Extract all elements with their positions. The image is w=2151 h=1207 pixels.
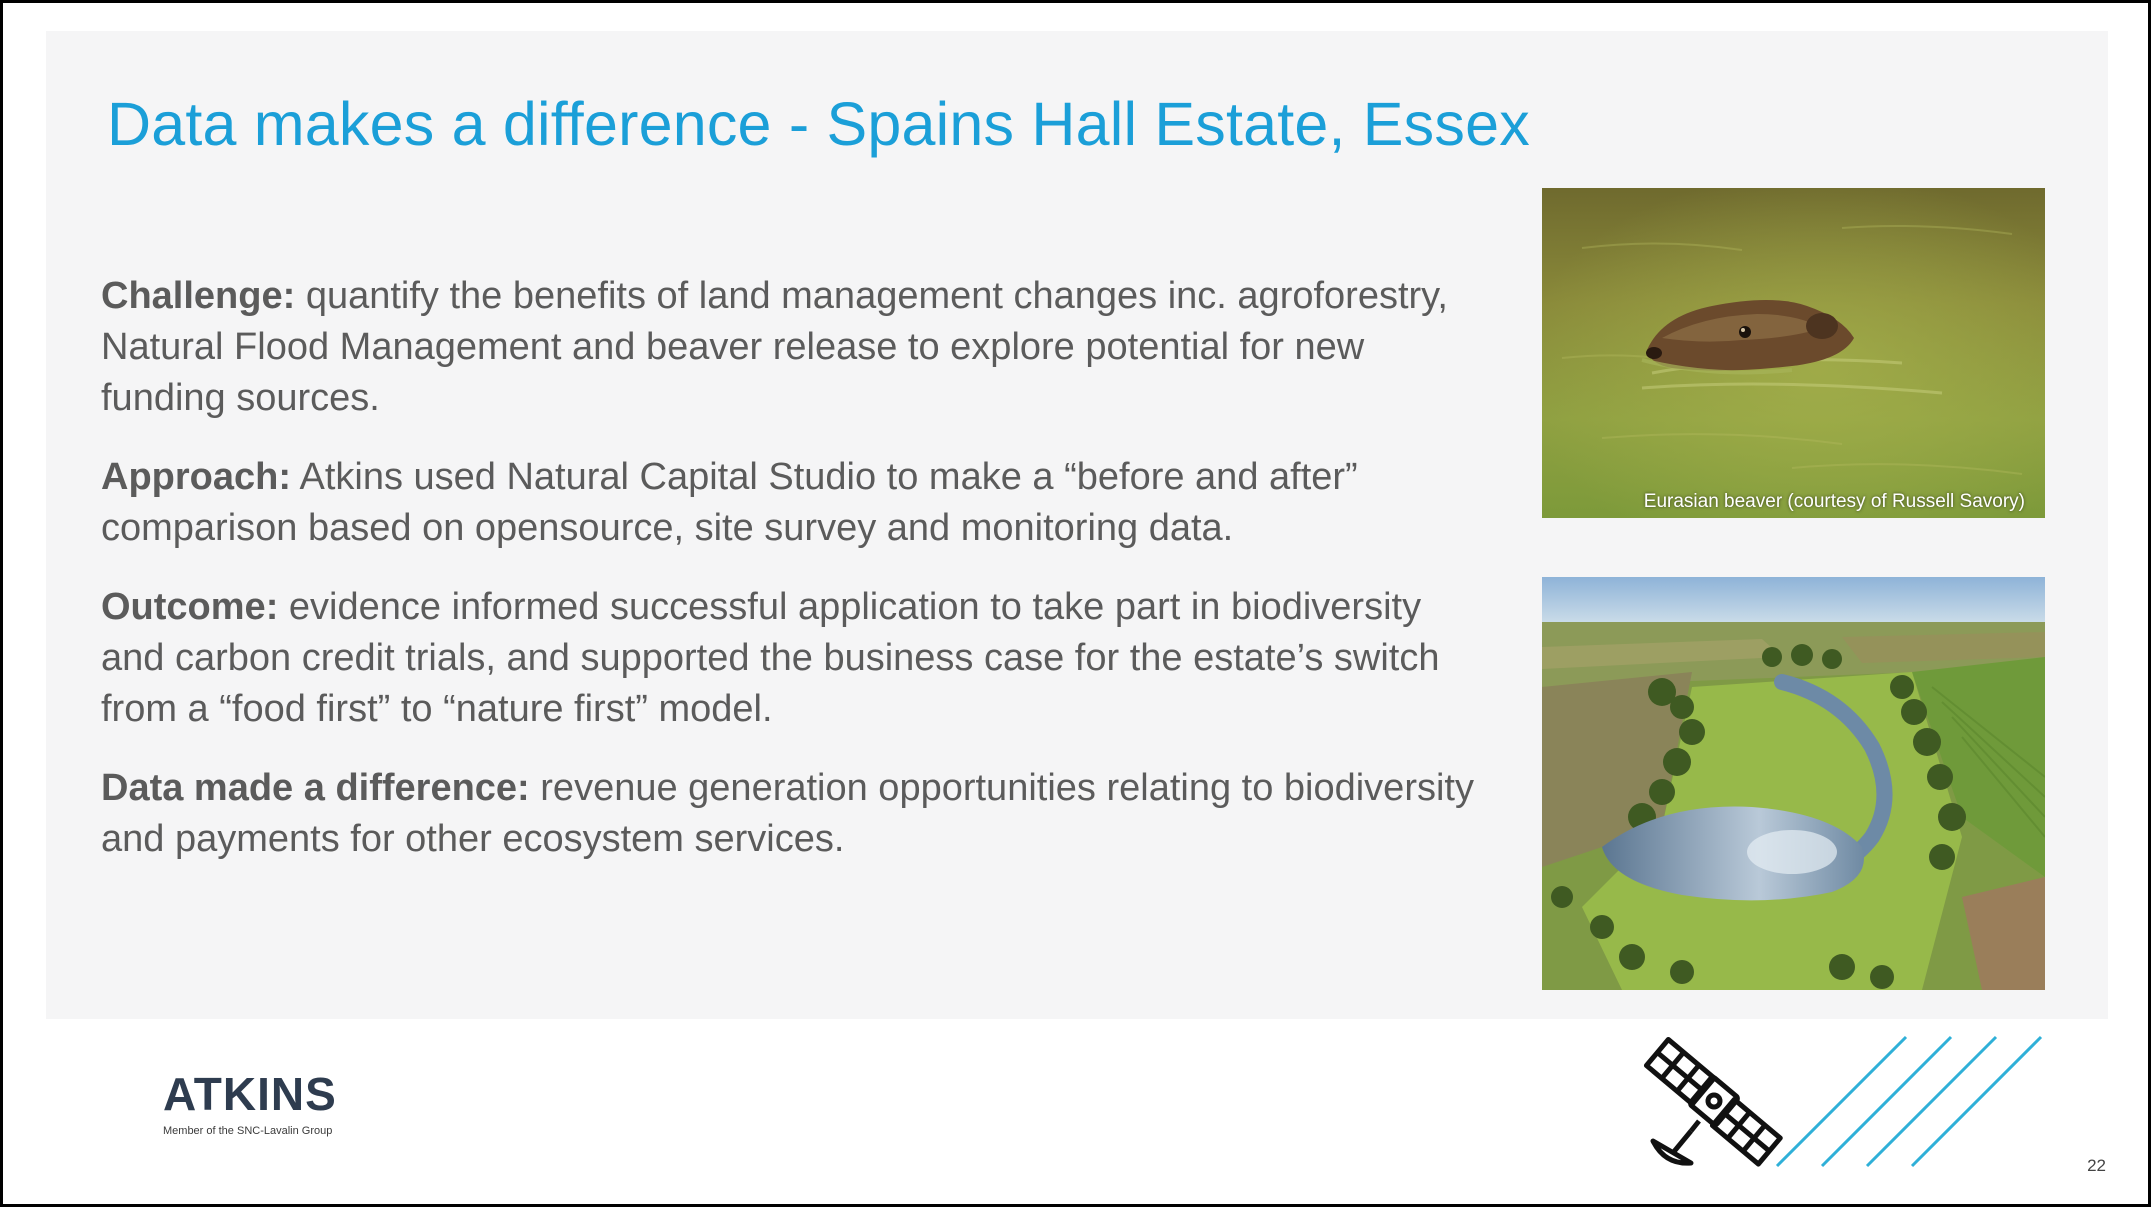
paragraph-outcome: Outcome: evidence informed successful ap…	[101, 582, 1481, 735]
paragraph-approach: Approach: Atkins used Natural Capital St…	[101, 452, 1481, 554]
paragraph-label: Challenge:	[101, 275, 296, 317]
paragraph-challenge: Challenge: quantify the benefits of land…	[101, 271, 1481, 424]
paragraph-text: Atkins used Natural Capital Studio to ma…	[101, 456, 1358, 549]
diagonal-lines-decoration	[1775, 1035, 2043, 1168]
paragraph-text: revenue generation opportunities relatin…	[101, 767, 1474, 860]
paragraph-text: quantify the benefits of land management…	[101, 275, 1448, 419]
slide-title: Data makes a difference - Spains Hall Es…	[107, 90, 1530, 158]
paragraph-text: evidence informed successful application…	[101, 586, 1440, 730]
aerial-landscape-illustration	[1542, 577, 2045, 990]
slide: Data makes a difference - Spains Hall Es…	[3, 3, 2148, 1204]
satellite-icon	[1643, 1036, 1783, 1167]
paragraph-label: Outcome:	[101, 586, 279, 628]
logo-tagline: Member of the SNC-Lavalin Group	[163, 1125, 333, 1137]
beaver-photo-caption: Eurasian beaver (courtesy of Russell Sav…	[1643, 491, 2025, 512]
body-text: Challenge: quantify the benefits of land…	[101, 271, 1481, 893]
paragraph-label: Data made a difference:	[101, 767, 530, 809]
beaver-illustration	[1542, 188, 2045, 518]
aerial-landscape-photo	[1542, 577, 2045, 990]
paragraph-label: Approach:	[101, 456, 291, 498]
atkins-logo: ATKINS Member of the SNC-Lavalin Group	[163, 1071, 337, 1137]
paragraph-data-made-a-difference: Data made a difference: revenue generati…	[101, 763, 1481, 865]
page-number: 22	[2087, 1156, 2106, 1175]
logo-wordmark: ATKINS	[163, 1068, 337, 1120]
beaver-photo: Eurasian beaver (courtesy of Russell Sav…	[1542, 188, 2045, 518]
